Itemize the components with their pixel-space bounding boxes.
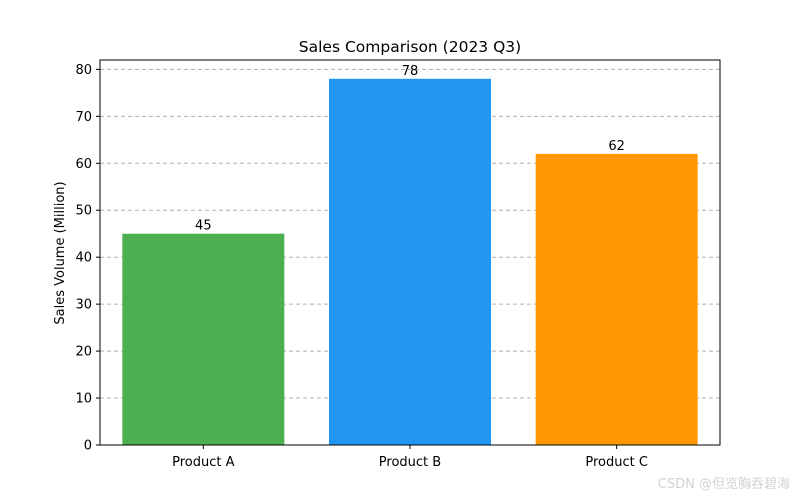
y-tick-label: 0 xyxy=(84,439,92,454)
axes xyxy=(96,59,721,449)
x-tick-label: Product A xyxy=(172,455,234,470)
data-label: 78 xyxy=(402,64,419,79)
chart-title: Sales Comparison (2023 Q3) xyxy=(299,38,521,56)
labels: 0 10 20 30 40 50 60 70 80 45 Product A 78 Product B 6… xyxy=(75,63,648,470)
data-label: 62 xyxy=(608,139,625,154)
plot-frame xyxy=(99,59,721,446)
x-tick-label: Product B xyxy=(379,455,441,470)
y-tick-label: 70 xyxy=(75,110,92,125)
y-tick-label: 20 xyxy=(75,345,92,360)
bar-product-a xyxy=(122,233,285,445)
y-tick-label: 50 xyxy=(75,204,92,219)
y-tick-label: 80 xyxy=(75,63,92,78)
y-tick-label: 40 xyxy=(75,251,92,266)
data-label: 45 xyxy=(195,219,212,234)
y-axis-label: Sales Volume (Million) xyxy=(53,181,68,324)
bar-product-b xyxy=(329,78,491,445)
y-tick-label: 60 xyxy=(75,157,92,172)
bar-product-c xyxy=(535,153,698,445)
watermark: CSDN @但览胸吞碧海 xyxy=(657,477,790,492)
y-tick-label: 30 xyxy=(75,298,92,313)
x-tick-label: Product C xyxy=(585,455,648,470)
y-tick-label: 10 xyxy=(75,392,92,407)
bars xyxy=(122,78,698,445)
